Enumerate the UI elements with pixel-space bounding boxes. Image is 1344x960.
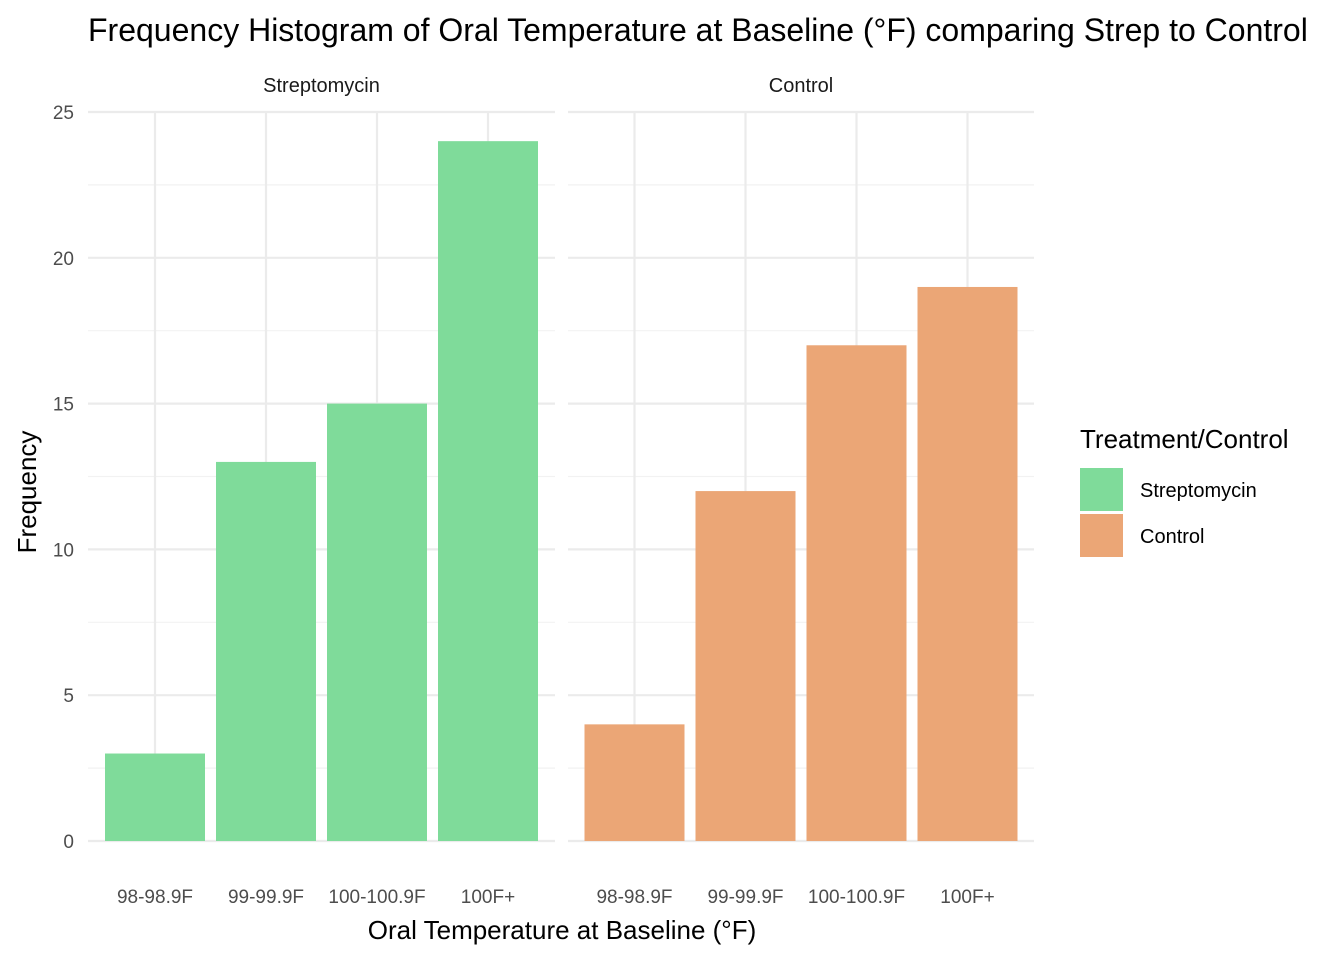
x-tick-label: 100-100.9F <box>328 887 425 908</box>
panel-streptomycin: Streptomycin 98-98.9F 99-99.9F 100-100.9F 10… <box>88 75 555 908</box>
x-tick-label: 99-99.9F <box>707 887 783 908</box>
panel-control: Control 98-98.9F 99-99.9F 100-100.9F 100F+ <box>568 75 1034 908</box>
y-tick-label: 10 <box>53 540 74 561</box>
bar-control-4 <box>917 286 1018 842</box>
y-axis: 0 5 10 15 20 25 <box>53 103 74 853</box>
x-axis-title: Oral Temperature at Baseline (°F) <box>368 915 757 945</box>
facet-label: Streptomycin <box>263 75 380 97</box>
bar-streptomycin-2 <box>216 461 316 841</box>
legend: Treatment/Control Streptomycin Control <box>1080 424 1289 557</box>
x-tick-label: 100-100.9F <box>808 887 905 908</box>
y-tick-label: 20 <box>53 249 74 270</box>
y-tick-label: 25 <box>53 103 74 124</box>
bar-streptomycin-4 <box>438 141 538 841</box>
y-tick-label: 5 <box>63 686 74 707</box>
x-tick-label: 100F+ <box>940 887 994 908</box>
chart-title: Frequency Histogram of Oral Temperature … <box>88 12 1308 48</box>
facet-label: Control <box>769 75 833 97</box>
x-tick-label: 100F+ <box>461 887 515 908</box>
y-axis-title: Frequency <box>12 431 42 554</box>
x-tick-label: 98-98.9F <box>117 887 193 908</box>
panels: Streptomycin 98-98.9F 99-99.9F 100-100.9F 10… <box>88 75 1034 908</box>
x-tick-label: 98-98.9F <box>596 887 672 908</box>
bar-streptomycin-1 <box>105 753 205 841</box>
bar-control-3 <box>806 345 907 841</box>
bar-control-1 <box>584 724 685 841</box>
legend-swatch-streptomycin <box>1080 468 1123 511</box>
y-tick-label: 15 <box>53 395 74 416</box>
x-tick-label: 99-99.9F <box>228 887 304 908</box>
y-tick-label: 0 <box>63 832 74 853</box>
legend-label-control: Control <box>1140 526 1204 548</box>
bar-streptomycin-3 <box>327 403 427 841</box>
bar-control-2 <box>695 491 796 841</box>
legend-label-streptomycin: Streptomycin <box>1140 480 1257 502</box>
legend-swatch-control <box>1080 514 1123 557</box>
legend-title: Treatment/Control <box>1080 424 1289 454</box>
